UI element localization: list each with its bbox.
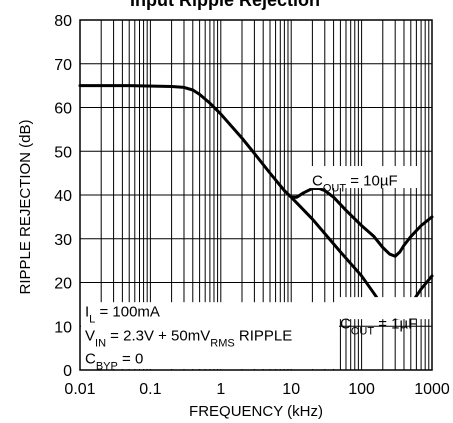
y-tick-label: 50 [54, 144, 72, 161]
y-tick-label: 10 [54, 319, 72, 336]
chart-title: Input Ripple Rejection [130, 0, 320, 10]
conditions-background [81, 302, 339, 369]
series-label-cout-1uf: COUT = 1µF [340, 315, 417, 337]
condition-bypass-capacitor: CBYP = 0 [85, 350, 143, 372]
x-tick-label: 1000 [414, 381, 450, 398]
series-label-bg [310, 166, 418, 189]
plot-border [79, 19, 433, 371]
y-tick-label: 40 [54, 188, 72, 205]
y-axis-title: RIPPLE REJECTION (dB) [17, 119, 34, 294]
series-label-bg [338, 297, 430, 320]
plot-frame [79, 19, 433, 371]
x-tick-label: 0.01 [64, 381, 95, 398]
y-tick-label: 80 [54, 13, 72, 30]
y-tick-label: 70 [54, 57, 72, 74]
tick-labels: 0.01 0.1 1 10 100 1000 0 10 20 30 40 50 60 70 80 [54, 13, 450, 398]
y-tick-label: 20 [54, 276, 72, 293]
y-tick-label: 30 [54, 232, 72, 249]
y-tick-label: 60 [54, 101, 72, 118]
x-axis-title: FREQUENCY (kHz) [189, 403, 323, 420]
x-tick-label: 100 [348, 381, 375, 398]
x-tick-label: 1 [216, 381, 225, 398]
x-tick-label: 0.1 [139, 381, 161, 398]
condition-load-current: IL = 100mA [85, 304, 160, 326]
condition-input-voltage: VIN = 2.3V + 50mVRMS RIPPLE [85, 327, 292, 349]
series-line-cout-10uf [78, 84, 434, 258]
x-tick-label: 10 [282, 381, 300, 398]
chart-title-region: Input Ripple Rejection [130, 0, 320, 10]
series-lines [78, 84, 434, 320]
series-label-cout-10uf: COUT = 10µF [312, 173, 398, 195]
y-tick-label: 0 [63, 363, 72, 380]
